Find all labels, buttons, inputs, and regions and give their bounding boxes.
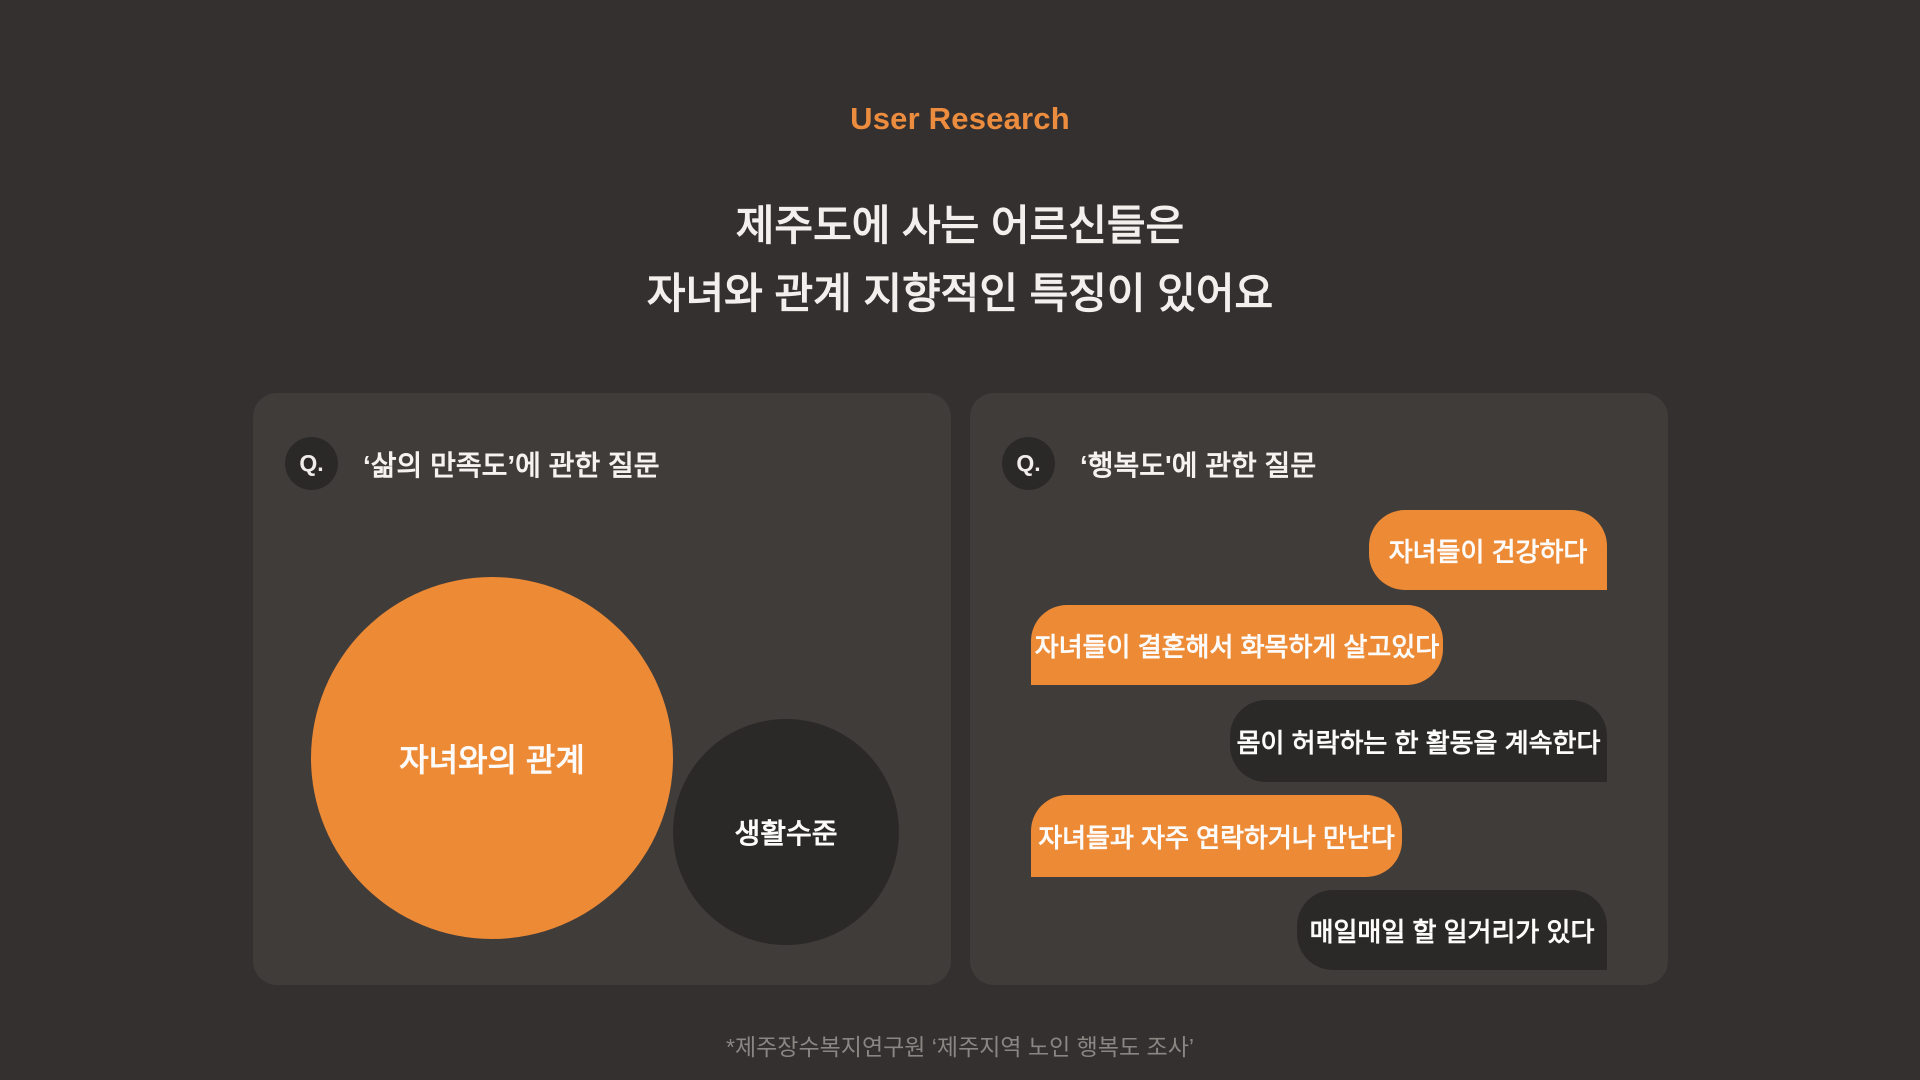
question-badge: Q. (285, 437, 338, 490)
page-title: 제주도에 사는 어르신들은 자녀와 관계 지향적인 특징이 있어요 (0, 192, 1920, 328)
chat-bubble: 자녀들이 건강하다 (1369, 510, 1607, 590)
chat-bubble: 자녀들과 자주 연락하거나 만난다 (1031, 795, 1402, 877)
eyebrow-label: User Research (850, 101, 1070, 136)
question-badge-label: Q. (299, 450, 324, 476)
question-badge-label: Q. (1016, 450, 1041, 476)
page-title-line2: 자녀와 관계 지향적인 특징이 있어요 (646, 270, 1274, 317)
bubble-label: 자녀와의 관계 (399, 742, 585, 778)
bubble-label: 생활수준 (734, 818, 838, 849)
chat-bubble: 자녀들이 결혼해서 화목하게 살고있다 (1031, 605, 1443, 685)
question-text: ‘삶의 만족도’에 관한 질문 (363, 449, 660, 481)
card-happiness: Q. ‘행복도'에 관한 질문 자녀들이 건강하다 자녀들이 결혼해서 화목하게… (970, 393, 1668, 985)
question-badge: Q. (1002, 437, 1055, 490)
card-life-satisfaction: Q. ‘삶의 만족도’에 관한 질문 자녀와의 관계 생활수준 (253, 393, 951, 985)
source-footnote: *제주장수복지연구원 ‘제주지역 노인 행복도 조사’ (726, 1034, 1194, 1060)
bubble-living-standard: 생활수준 (673, 719, 899, 945)
chat-bubble: 몸이 허락하는 한 활동을 계속한다 (1230, 700, 1607, 782)
chat-bubble: 매일매일 할 일거리가 있다 (1297, 890, 1607, 970)
page-title-line1: 제주도에 사는 어르신들은 (735, 202, 1185, 249)
bubble-children-relationship: 자녀와의 관계 (311, 577, 673, 939)
question-text: ‘행복도'에 관한 질문 (1080, 449, 1317, 481)
